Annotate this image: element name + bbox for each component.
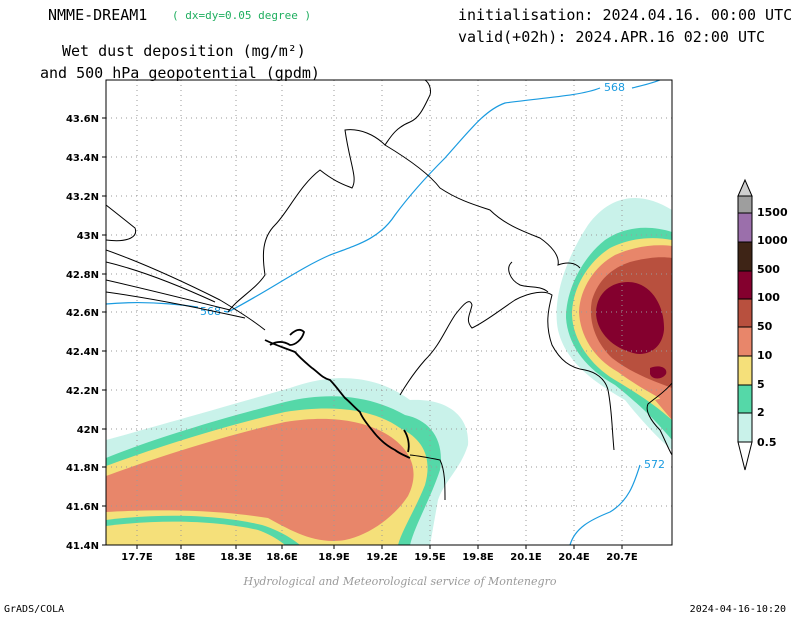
contour-label: 568: [200, 305, 221, 318]
render-timestamp: 2024-04-16-10:20: [689, 604, 786, 615]
lon-label: 18.3E: [220, 552, 252, 563]
lon-label: 20.7E: [606, 552, 638, 563]
legend-swatch: [737, 212, 753, 243]
legend-label: 500: [757, 263, 780, 276]
longitude-labels: 17.7E 18E 18.3E 18.6E 18.9E 19.2E 19.5E …: [121, 552, 638, 563]
legend-swatch: [737, 355, 753, 386]
lon-label: 18E: [175, 552, 196, 563]
map-area: 568 568 572: [106, 80, 672, 545]
legend-swatch: [737, 270, 753, 300]
legend-swatch: [737, 412, 753, 443]
legend-swatch: [737, 298, 753, 328]
legend-swatch: [737, 326, 753, 357]
contour-label: 572: [644, 458, 665, 471]
lat-label: 41.8N: [66, 463, 99, 474]
lon-label: 18.6E: [266, 552, 298, 563]
lat-label: 41.6N: [66, 502, 99, 513]
initialisation-time: initialisation: 2024.04.16. 00:00 UTC: [458, 6, 793, 24]
lon-label: 19.8E: [462, 552, 494, 563]
lat-label: 42.8N: [66, 270, 99, 281]
credit-line: Hydrological and Meteorological service …: [243, 575, 557, 588]
lat-label: 42.6N: [66, 308, 99, 319]
lat-label: 42.4N: [66, 347, 99, 358]
legend-label: 5: [757, 378, 765, 391]
dust-plume-east: [556, 198, 672, 450]
lat-label: 41.4N: [66, 541, 99, 552]
valid-time: valid(+02h): 2024.APR.16 02:00 UTC: [458, 28, 766, 46]
lat-label: 43N: [77, 231, 99, 242]
contour-label: 568: [604, 81, 625, 94]
legend-bottom-arrow: [737, 441, 753, 471]
legend-label: 10: [757, 349, 773, 362]
lat-label: 42N: [77, 425, 99, 436]
legend-top-arrow: [737, 178, 753, 197]
dust-plume-west: [106, 378, 469, 545]
lat-label: 43.2N: [66, 192, 99, 203]
country-borders: [106, 80, 672, 501]
legend-label: 0.5: [757, 436, 777, 449]
lon-label: 20.1E: [510, 552, 542, 563]
resolution-note: ( dx=dy=0.05 degree ): [172, 9, 312, 22]
lon-label: 18.9E: [318, 552, 350, 563]
legend-label: 50: [757, 320, 773, 333]
variable-title-line2: and 500 hPa geopotential (gpdm): [40, 64, 320, 82]
lon-label: 19.2E: [366, 552, 398, 563]
software-label: GrADS/COLA: [4, 604, 65, 615]
variable-title-line1: Wet dust deposition (mg/m²): [62, 42, 306, 60]
model-title: NMME-DREAM1: [48, 6, 148, 24]
legend-label: 100: [757, 291, 780, 304]
legend-swatch: [737, 241, 753, 272]
coastline: [264, 328, 411, 459]
legend-swatch: [737, 195, 753, 214]
legend-label: 2: [757, 406, 765, 419]
lon-label: 19.5E: [414, 552, 446, 563]
lat-label: 43.6N: [66, 114, 99, 125]
legend-swatch: [737, 384, 753, 414]
legend-label: 1500: [757, 206, 788, 219]
latitude-labels: 43.6N 43.4N 43.2N 43N 42.8N 42.6N 42.4N …: [66, 114, 99, 552]
lon-label: 17.7E: [121, 552, 153, 563]
color-legend: 1500 1000 500 100 50 10 5 2 0.5: [737, 178, 788, 471]
lat-label: 42.2N: [66, 386, 99, 397]
lon-label: 20.4E: [558, 552, 590, 563]
axis-ticks: [102, 117, 623, 549]
lat-label: 43.4N: [66, 153, 99, 164]
legend-label: 1000: [757, 234, 788, 247]
